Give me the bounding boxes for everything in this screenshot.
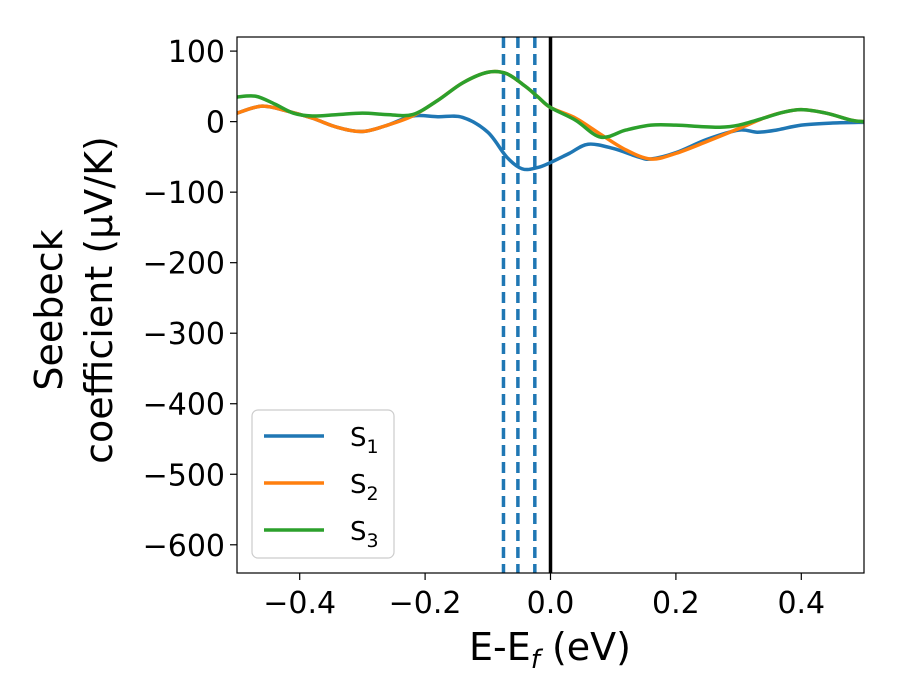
series-layer	[237, 69, 864, 172]
x-tick-label: −0.4	[263, 586, 336, 621]
y-tick-label: −200	[143, 247, 225, 282]
vertical-lines	[501, 37, 553, 573]
x-tick-label: 0.2	[652, 586, 700, 621]
legend: S1 S2 S3	[251, 409, 395, 559]
y-tick-label: −600	[143, 529, 225, 564]
legend-label-s1: S1	[350, 423, 379, 458]
y-tick-label: −100	[143, 176, 225, 211]
x-axis: −0.4 −0.2 0.0 0.2 0.4	[263, 573, 825, 621]
legend-label-s2: S2	[350, 470, 379, 505]
series-line-s3	[237, 69, 864, 140]
y-tick-label: −400	[143, 388, 225, 423]
x-axis-title-main: E-E	[469, 625, 531, 669]
x-tick-label: 0.4	[777, 586, 825, 621]
y-tick-label: 100	[168, 35, 225, 70]
y-tick-label: −300	[143, 317, 225, 352]
y-tick-label: 0	[206, 106, 225, 141]
y-axis-title-line2: coefficient (μV/K)	[77, 136, 121, 464]
x-tick-label: −0.2	[389, 586, 462, 621]
legend-label-s3: S3	[350, 517, 379, 552]
y-axis: 100 0 −100 −200 −300 −400 −500 −600	[143, 35, 237, 564]
x-axis-title: E-Ef (eV)	[469, 625, 631, 675]
y-axis-title-line1: Seebeck	[27, 229, 71, 390]
x-axis-title-unit: (eV)	[540, 625, 631, 669]
x-tick-label: 0.0	[527, 586, 575, 621]
y-tick-label: −500	[143, 458, 225, 493]
